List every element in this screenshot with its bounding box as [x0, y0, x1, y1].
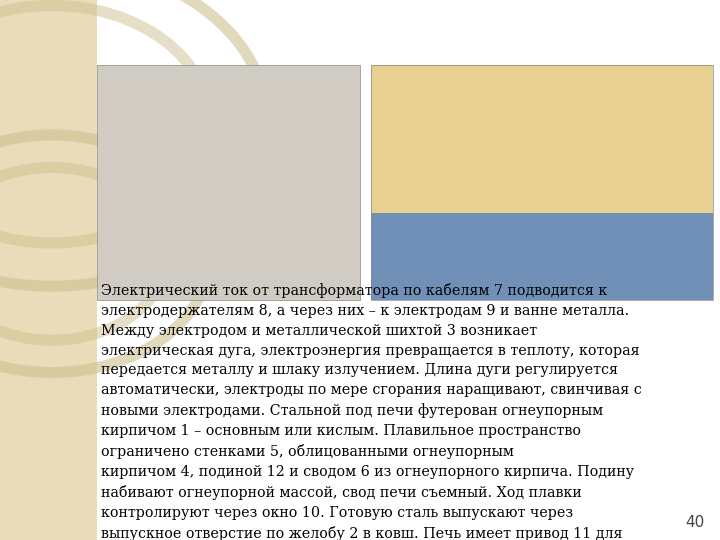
FancyBboxPatch shape: [371, 65, 713, 213]
FancyBboxPatch shape: [97, 0, 720, 540]
FancyBboxPatch shape: [97, 65, 360, 300]
FancyBboxPatch shape: [0, 0, 97, 540]
Text: 40: 40: [685, 515, 704, 530]
Text: Электрический ток от трансформатора по кабелям 7 подводится к
электродержателям : Электрический ток от трансформатора по к…: [101, 284, 642, 540]
FancyBboxPatch shape: [371, 213, 713, 300]
